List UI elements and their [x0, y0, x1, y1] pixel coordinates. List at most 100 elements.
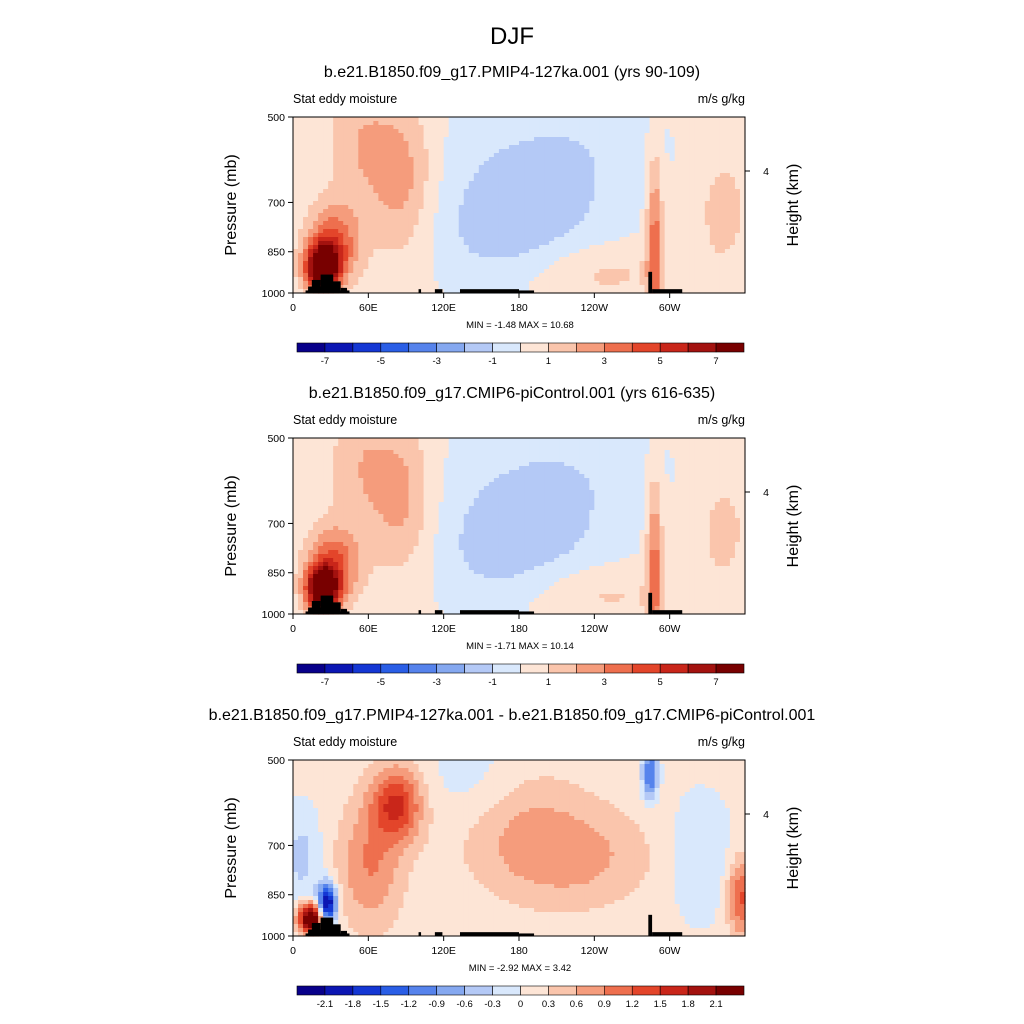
heatmap-cell: [539, 173, 545, 178]
heatmap-cell: [473, 241, 480, 246]
heatmap-cell: [549, 438, 555, 443]
heatmap-cell: [634, 181, 641, 186]
heatmap-cell: [539, 458, 545, 463]
heatmap-cell: [433, 189, 440, 194]
heatmap-cell: [579, 478, 585, 483]
heatmap-cell: [373, 225, 379, 230]
heatmap-cell: [423, 145, 430, 150]
heatmap-cell: [534, 173, 540, 178]
heatmap-cell: [709, 466, 716, 471]
heatmap-cell: [373, 446, 379, 451]
heatmap-cell: [549, 201, 555, 206]
heatmap-cell: [383, 229, 390, 234]
heatmap-cell: [373, 478, 379, 483]
heatmap-cell: [559, 450, 565, 455]
heatmap-cell: [498, 277, 505, 282]
heatmap-cell: [453, 177, 460, 182]
heatmap-cell: [293, 129, 299, 134]
heatmap-cell: [714, 241, 721, 246]
heatmap-cell: [413, 446, 420, 451]
heatmap-cell: [534, 454, 540, 459]
heatmap-cell: [378, 273, 384, 278]
heatmap-cell: [423, 281, 430, 286]
heatmap-cell: [448, 169, 455, 174]
heatmap-cell: [498, 141, 505, 146]
heatmap-cell: [684, 458, 691, 463]
heatmap-cell: [488, 169, 495, 174]
heatmap-cell: [644, 450, 651, 455]
heatmap-cell: [579, 145, 585, 150]
heatmap-cell: [493, 185, 500, 190]
heatmap-cell: [579, 201, 585, 206]
heatmap-cell: [564, 173, 570, 178]
heatmap-cell: [453, 257, 460, 262]
heatmap-cell: [634, 245, 641, 250]
heatmap-cell: [719, 450, 726, 455]
heatmap-cell: [488, 281, 495, 286]
heatmap-cell: [594, 241, 600, 246]
heatmap-cell: [478, 261, 485, 266]
heatmap-cell: [644, 249, 651, 254]
heatmap-cell: [428, 181, 435, 186]
heatmap-cell: [453, 129, 460, 134]
heatmap-cell: [574, 265, 580, 270]
heatmap-cell: [654, 209, 661, 214]
heatmap-cell: [463, 454, 470, 459]
heatmap-cell: [724, 157, 731, 162]
heatmap-cell: [413, 277, 420, 282]
heatmap-cell: [333, 157, 339, 162]
heatmap-cell: [413, 261, 420, 266]
heatmap-cell: [318, 438, 324, 443]
heatmap-cell: [664, 141, 671, 146]
heatmap-cell: [709, 241, 716, 246]
heatmap-cell: [443, 153, 450, 158]
heatmap-cell: [679, 470, 686, 475]
heatmap-cell: [544, 141, 550, 146]
heatmap-cell: [313, 466, 319, 471]
heatmap-cell: [473, 249, 480, 254]
heatmap-cell: [463, 149, 470, 154]
heatmap-cell: [534, 269, 540, 274]
heatmap-cell: [408, 181, 415, 186]
heatmap-cell: [488, 189, 495, 194]
heatmap-cell: [584, 129, 590, 134]
heatmap-cell: [669, 245, 676, 250]
heatmap-cell: [358, 466, 364, 471]
heatmap-cell: [498, 181, 505, 186]
heatmap-cell: [674, 197, 681, 202]
heatmap-cell: [413, 169, 420, 174]
heatmap-cell: [488, 470, 495, 475]
heatmap-cell: [569, 269, 575, 274]
heatmap-cell: [488, 117, 495, 122]
colorbar-swatch: [464, 342, 493, 353]
heatmap-cell: [308, 273, 314, 278]
heatmap-cell: [604, 197, 610, 202]
heatmap-cell: [503, 165, 510, 170]
heatmap-cell: [448, 265, 455, 270]
heatmap-cell: [438, 273, 445, 278]
heatmap-cell: [438, 253, 445, 258]
heatmap-cell: [619, 221, 626, 226]
heatmap-cell: [353, 289, 359, 294]
heatmap-cell: [398, 458, 405, 463]
heatmap-cell: [519, 438, 525, 443]
heatmap-cell: [714, 474, 721, 479]
heatmap-cell: [413, 185, 420, 190]
heatmap-cell: [544, 197, 550, 202]
heatmap-cell: [503, 273, 510, 278]
heatmap-cell: [453, 442, 460, 447]
heatmap-cell: [433, 225, 440, 230]
heatmap-cell: [318, 129, 324, 134]
heatmap-cell: [599, 165, 605, 170]
heatmap-cell: [644, 277, 651, 282]
heatmap-cell: [644, 269, 651, 274]
heatmap-cell: [734, 217, 741, 222]
heatmap-cell: [383, 185, 390, 190]
heatmap-cell: [544, 161, 550, 166]
heatmap-cell: [443, 141, 450, 146]
heatmap-cell: [614, 129, 621, 134]
heatmap-cell: [353, 478, 359, 483]
heatmap-cell: [353, 233, 359, 238]
heatmap-cell: [534, 137, 540, 142]
heatmap-cell: [383, 458, 390, 463]
